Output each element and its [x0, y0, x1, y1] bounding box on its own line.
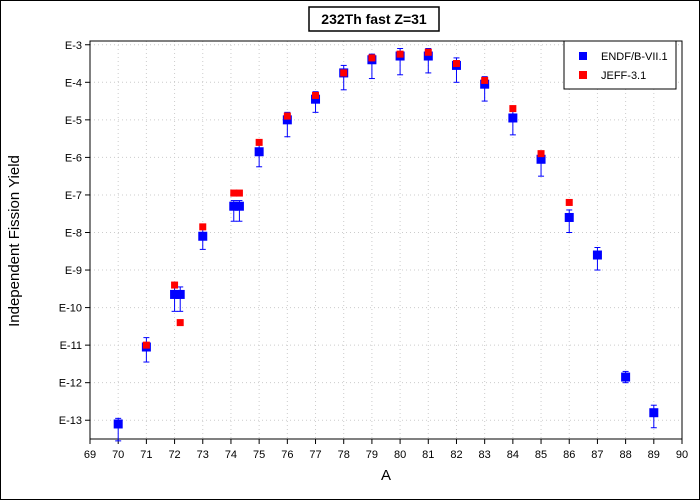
- y-axis-title: Independent Fission Yield: [6, 155, 23, 327]
- y-tick-label: E-9: [65, 265, 82, 277]
- x-tick-label: 76: [281, 449, 293, 461]
- x-tick-label: 90: [676, 449, 688, 461]
- data-point-jeff: [537, 150, 545, 158]
- y-tick-label: E-11: [60, 340, 82, 352]
- x-tick-label: 81: [422, 449, 434, 461]
- y-tick-label: E-3: [65, 40, 82, 52]
- y-tick-label: E-12: [59, 378, 82, 390]
- y-tick-label: E-8: [65, 227, 82, 239]
- data-point-jeff: [176, 319, 184, 327]
- data-point-jeff: [255, 138, 263, 146]
- grid: [89, 41, 683, 439]
- data-point-endf: [113, 419, 123, 429]
- y-tick-label: E-4: [65, 77, 82, 89]
- data-point-endf: [234, 201, 244, 211]
- x-tick-label: 86: [563, 449, 575, 461]
- data-point-jeff: [396, 50, 404, 58]
- data-point-jeff: [142, 341, 150, 349]
- y-tick-label: E-13: [59, 415, 82, 427]
- x-tick-label: 72: [168, 449, 180, 461]
- data-point-jeff: [481, 76, 489, 84]
- x-axis-title: A: [381, 467, 391, 484]
- data-point-jeff: [509, 105, 517, 113]
- x-tick-label: 75: [253, 449, 265, 461]
- chart-title-box: [308, 6, 440, 32]
- x-tick-label: 85: [535, 449, 547, 461]
- x-tick-label: 87: [591, 449, 603, 461]
- data-point-jeff: [340, 69, 348, 77]
- data-point-endf: [254, 147, 264, 157]
- data-point-endf: [508, 113, 518, 123]
- data-point-jeff: [565, 198, 573, 206]
- data-point-jeff: [230, 189, 238, 197]
- x-tick-label: 84: [507, 449, 519, 461]
- data-point-endf: [229, 201, 239, 211]
- y-tick-label: E-10: [59, 303, 82, 315]
- x-tick-label: 82: [450, 449, 462, 461]
- y-tick-label: E-6: [65, 152, 82, 164]
- x-tick-label: 69: [84, 449, 96, 461]
- legend: ENDF/B-VII.1 JEFF-3.1: [563, 40, 677, 90]
- data-point-endf: [282, 115, 292, 125]
- y-tick-label: E-5: [65, 115, 82, 127]
- data-point-jeff: [235, 189, 243, 197]
- data-point-endf: [175, 289, 185, 299]
- data-point-endf: [311, 94, 321, 104]
- x-axis-ticks: 69 70 71 72 73 74 75 76 77 78 79 80 81 82 83 84 85 86 87 88…: [84, 439, 688, 461]
- data-point-endf: [170, 289, 180, 299]
- data-point-jeff: [368, 54, 376, 62]
- x-tick-label: 70: [112, 449, 124, 461]
- data-point-jeff: [312, 91, 320, 99]
- x-tick-label: 80: [394, 449, 406, 461]
- chart-title: 232Th fast Z=31: [321, 11, 427, 27]
- plot-area-border: [89, 40, 683, 440]
- data-point-endf: [649, 408, 659, 418]
- data-point-endf: [621, 372, 631, 382]
- legend-marker-endf: [579, 52, 587, 60]
- legend-label-jeff: JEFF-3.1: [601, 70, 646, 82]
- error-bars: [115, 48, 657, 442]
- data-point-endf: [592, 250, 602, 260]
- data-point-jeff: [283, 112, 291, 120]
- x-tick-label: 71: [140, 449, 152, 461]
- x-tick-label: 89: [648, 449, 660, 461]
- x-tick-label: 78: [338, 449, 350, 461]
- x-tick-label: 83: [479, 449, 491, 461]
- legend-box: [563, 40, 677, 90]
- data-point-endf: [536, 154, 546, 164]
- x-tick-label: 88: [619, 449, 631, 461]
- x-tick-label: 79: [366, 449, 378, 461]
- legend-marker-jeff: [579, 71, 587, 79]
- data-point-endf: [564, 212, 574, 222]
- data-points: [113, 48, 659, 429]
- y-axis-ticks: E-3 E-4 E-5 E-6 E-7 E-8 E-9 E-10 E-11 E-12 E-13: [59, 40, 90, 427]
- data-point-jeff: [171, 281, 179, 289]
- data-point-endf: [423, 51, 433, 61]
- legend-label-endf: ENDF/B-VII.1: [601, 51, 668, 63]
- data-point-jeff: [452, 60, 460, 68]
- data-point-endf: [480, 79, 490, 89]
- data-point-endf: [198, 231, 208, 241]
- data-point-jeff: [199, 223, 207, 231]
- data-point-jeff: [424, 48, 432, 56]
- x-tick-label: 73: [197, 449, 209, 461]
- x-tick-label: 77: [309, 449, 321, 461]
- x-tick-label: 74: [225, 449, 237, 461]
- y-tick-label: E-7: [65, 190, 82, 202]
